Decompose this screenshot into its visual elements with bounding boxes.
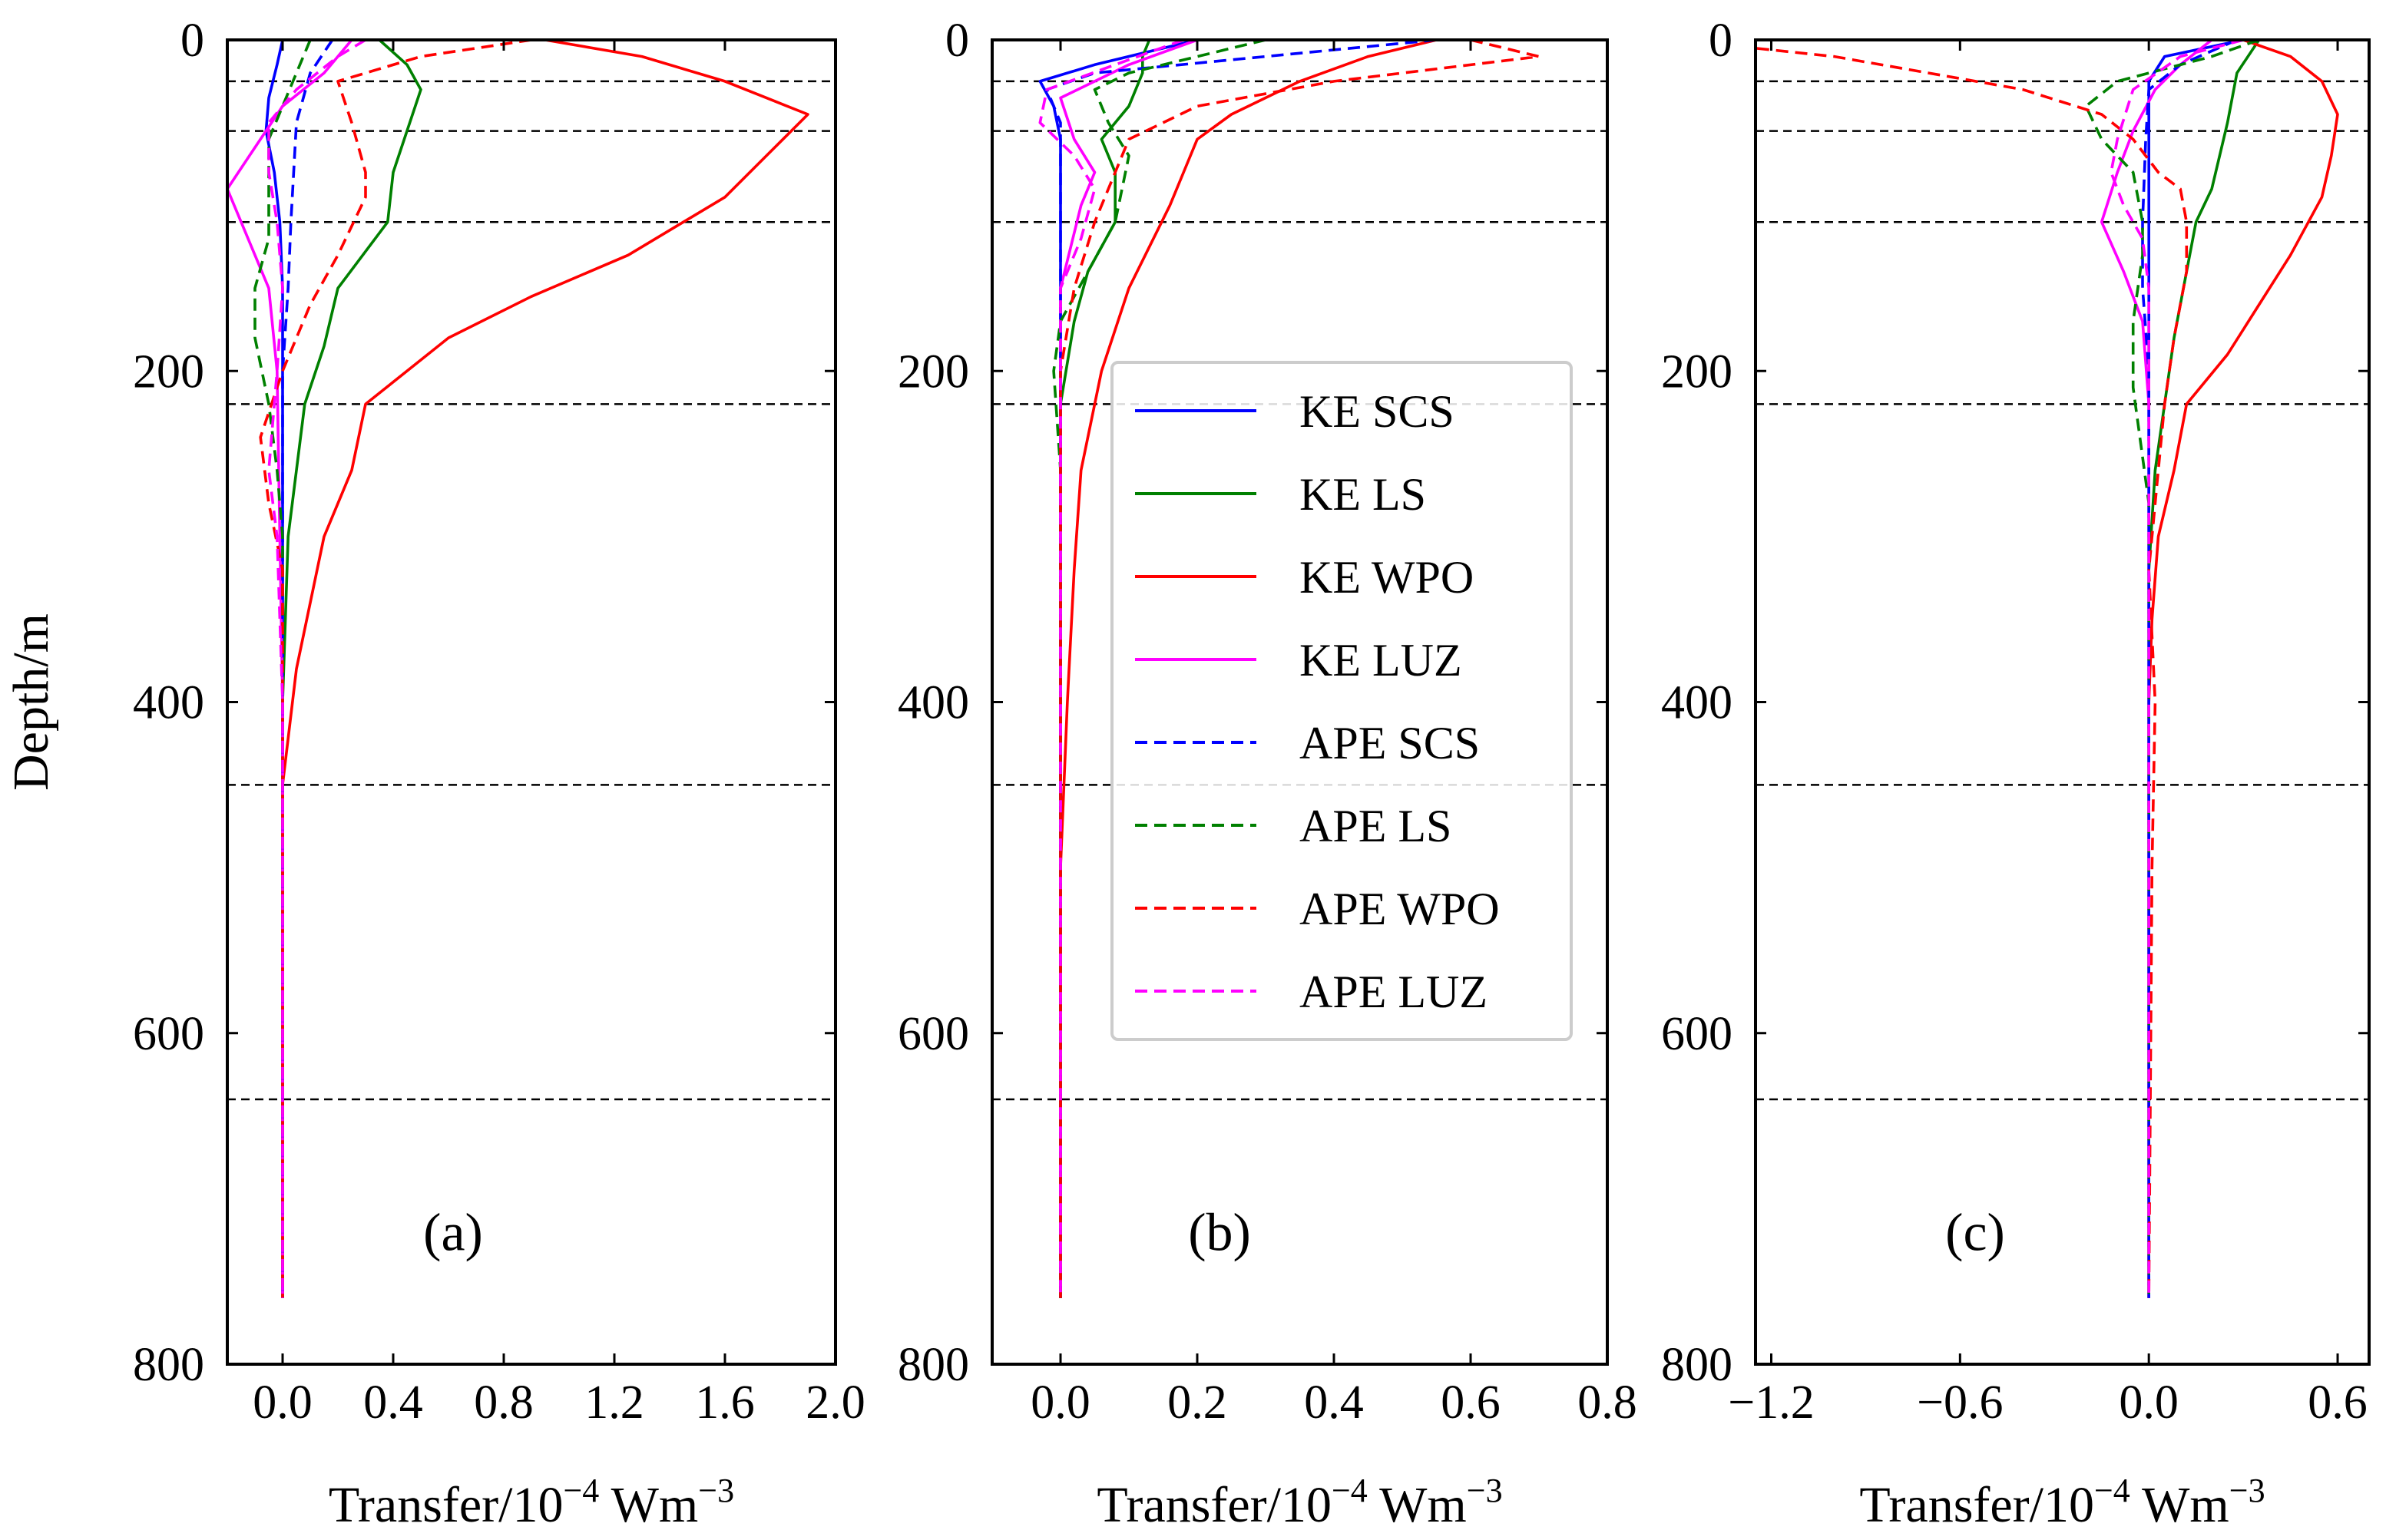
legend: KE SCS KE LS KE WPO KE LUZ APE SCS APE LS APE …	[1110, 361, 1573, 1041]
series-line-ape-luz	[2110, 40, 2244, 1298]
x-tick-label: 0.2	[1167, 1376, 1227, 1429]
y-tick-label: 600	[898, 1008, 969, 1060]
panel-label: (a)	[423, 1204, 483, 1263]
legend-label: APE LUZ	[1299, 967, 1488, 1017]
y-tick-label: 0	[1709, 15, 1732, 67]
legend-label: KE WPO	[1299, 552, 1474, 603]
series-line-ape-luz	[1038, 40, 1184, 1298]
y-tick-label: 800	[898, 1339, 969, 1391]
x-tick-label: 0.6	[2308, 1376, 2368, 1429]
x-tick-label: 0.4	[363, 1376, 423, 1429]
legend-box	[1110, 361, 1573, 1041]
x-axis-title-exp: −4	[2094, 1472, 2130, 1509]
x-axis-title-unit-exp: −3	[2229, 1472, 2265, 1509]
series-line-ape-scs	[1045, 40, 1437, 1298]
series-line-ke-wpo	[1059, 40, 1437, 1298]
legend-label: APE WPO	[1299, 884, 1500, 934]
series-line-ape-scs	[281, 40, 334, 1298]
y-tick-label: 400	[898, 677, 969, 729]
legend-label: KE LS	[1299, 469, 1426, 520]
y-axis-title: Depth/m	[3, 613, 59, 791]
x-axis-title: Transfer/10−4 Wm−3	[1097, 1472, 1502, 1533]
x-tick-label: −1.2	[1728, 1376, 1814, 1429]
x-tick-label: −0.6	[1917, 1376, 2003, 1429]
series-line-ape-ls	[2084, 40, 2260, 1298]
x-axis-title-base: Transfer/10	[1097, 1477, 1332, 1533]
series-line-ape-scs	[2141, 40, 2238, 1298]
y-tick-label: 200	[133, 345, 204, 398]
y-tick-label: 0	[180, 15, 204, 67]
x-tick-label: 0.0	[253, 1376, 313, 1429]
series-line-ke-luz	[2100, 40, 2213, 1298]
panel-a: 0.0 0.4 0.8 1.2 1.6 2.0 0 200 400 600 800 (a) Transf…	[3, 15, 865, 1533]
x-axis-title: Transfer/10−4 Wm−3	[1859, 1472, 2265, 1533]
x-tick-label: 0.6	[1441, 1376, 1501, 1429]
panel-c: −1.2 −0.6 0.0 0.6 0 200 400 600 800 (c) Transfer/1…	[1661, 15, 2371, 1533]
x-tick-label: 0.8	[1577, 1376, 1637, 1429]
x-axis-title-unit: Wm	[2130, 1477, 2229, 1533]
y-tick-label: 800	[133, 1339, 204, 1391]
panel-b: 0.0 0.2 0.4 0.6 0.8 0 200 400 600 800 (b) Transfer/…	[898, 15, 1637, 1533]
x-axis-title-unit-exp: −3	[1467, 1472, 1503, 1509]
x-axis-title-unit: Wm	[599, 1477, 698, 1533]
series-line-ape-wpo	[1059, 40, 1540, 1298]
panel-label: (b)	[1188, 1204, 1251, 1263]
x-tick-label: 0.8	[474, 1376, 534, 1429]
y-tick-label: 0	[945, 15, 969, 67]
y-tick-label: 800	[1661, 1339, 1732, 1391]
series-line-ke-wpo	[281, 40, 809, 1298]
y-tick-label: 400	[133, 677, 204, 729]
x-tick-label: 0.0	[2119, 1376, 2179, 1429]
panel-label: (c)	[1945, 1204, 2005, 1263]
series-line-ape-ls	[253, 40, 312, 1298]
series-line-ke-ls	[281, 40, 422, 1298]
x-tick-label: 2.0	[806, 1376, 865, 1429]
legend-label: APE SCS	[1299, 718, 1480, 768]
series-line-ke-luz	[227, 40, 353, 1298]
x-axis-title-unit: Wm	[1368, 1477, 1467, 1533]
legend-label: APE LS	[1299, 801, 1451, 851]
y-tick-label: 600	[133, 1008, 204, 1060]
x-axis-title-exp: −4	[563, 1472, 599, 1509]
legend-label: KE SCS	[1299, 386, 1454, 437]
series-line-ke-wpo	[2147, 40, 2339, 1298]
x-tick-label: 1.2	[584, 1376, 644, 1429]
y-tick-label: 200	[1661, 345, 1732, 398]
series-line-ape-wpo	[259, 40, 532, 1298]
x-axis-title-exp: −4	[1332, 1472, 1368, 1509]
y-tick-label: 600	[1661, 1008, 1732, 1060]
x-axis-title-unit-exp: −3	[698, 1472, 734, 1509]
series-line-ape-luz	[267, 40, 366, 1298]
x-tick-label: 0.0	[1031, 1376, 1090, 1429]
legend-label: KE LUZ	[1299, 635, 1462, 686]
x-axis-title-base: Transfer/10	[329, 1477, 564, 1533]
y-tick-label: 200	[898, 345, 969, 398]
y-tick-label: 400	[1661, 677, 1732, 729]
x-axis-title-base: Transfer/10	[1859, 1477, 2094, 1533]
x-tick-label: 1.6	[695, 1376, 755, 1429]
x-axis-title: Transfer/10−4 Wm−3	[329, 1472, 734, 1533]
x-tick-label: 0.4	[1304, 1376, 1364, 1429]
series-line-ape-ls	[1052, 40, 1266, 1298]
